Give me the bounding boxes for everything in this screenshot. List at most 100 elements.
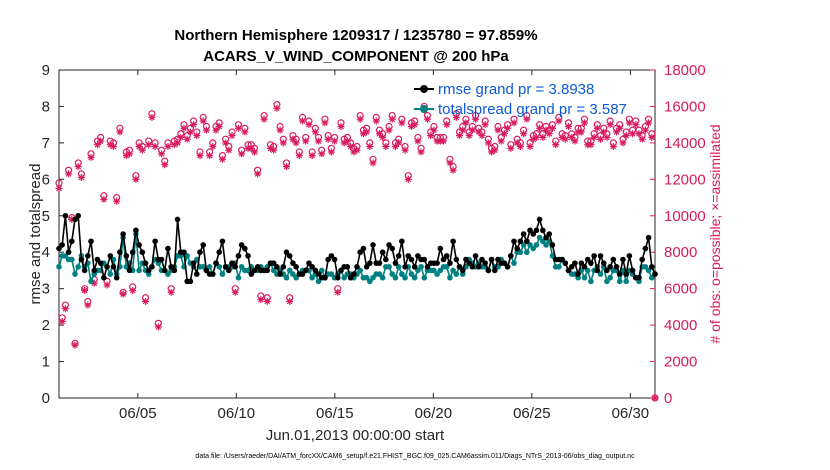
rmse-point <box>85 253 91 259</box>
totalspread-point <box>72 271 78 277</box>
rmse-point <box>527 227 533 234</box>
obs-assimilated-point <box>379 133 387 141</box>
obs-assimilated-point <box>446 159 454 167</box>
totalspread-point <box>270 267 277 274</box>
totalspread-point <box>238 264 245 270</box>
y-tick-label: 1 <box>42 354 50 371</box>
rmse-point <box>479 256 485 263</box>
totalspread-point <box>370 274 376 281</box>
rmse-point <box>540 227 546 234</box>
rmse-point <box>572 260 578 266</box>
obs-assimilated-point <box>606 121 614 129</box>
obs-assimilated-point <box>222 139 230 147</box>
obs-assimilated-point <box>622 132 630 140</box>
obs-assimilated-point <box>196 152 204 160</box>
obs-assimilated-point <box>555 117 563 125</box>
rmse-point <box>280 264 287 270</box>
totalspread-point <box>443 264 450 270</box>
obs-assimilated-point <box>337 122 345 130</box>
obs-assimilated-point <box>299 117 307 125</box>
rmse-point <box>248 271 255 277</box>
rmse-point <box>402 264 408 270</box>
obs-assimilated-point <box>456 132 464 140</box>
rmse-point <box>325 256 331 263</box>
rmse-point <box>642 245 649 252</box>
obs-assimilated-point <box>600 128 608 136</box>
obs-assimilated-point <box>234 124 242 132</box>
chart-title: Northern Hemisphere 1209317 / 1235780 = … <box>174 27 537 44</box>
chart-subtitle: ACARS_V_WIND_COMPONENT @ 200 hPa <box>203 48 509 65</box>
rmse-point <box>286 253 293 259</box>
rmse-point <box>344 264 351 270</box>
obs-assimilated-point <box>190 121 198 129</box>
obs-assimilated-point <box>148 113 156 121</box>
totalspread-point <box>341 274 347 281</box>
totalspread-point <box>56 264 62 270</box>
legend: rmse grand pr = 3.8938 totalspread grand… <box>414 81 627 118</box>
obs-assimilated-point <box>206 152 214 160</box>
rmse-point <box>562 260 569 266</box>
obs-assimilated-point <box>603 133 611 141</box>
obs-assimilated-point <box>302 137 310 145</box>
obs-assimilated-point <box>372 117 380 125</box>
rmse-point <box>312 267 319 274</box>
obs-assimilated-point <box>648 133 656 141</box>
obs-assimilated-point <box>523 115 531 123</box>
y-axis-left: 0 1 2 3 4 5 6 7 8 9 <box>42 62 64 407</box>
rmse-point <box>607 264 613 270</box>
obs-assimilated-point <box>113 197 121 205</box>
totalspread-point <box>315 278 322 285</box>
rmse-point <box>437 245 444 252</box>
rmse-point <box>235 253 242 259</box>
totalspread-point <box>136 267 142 274</box>
totalspread-point <box>386 264 392 270</box>
obs-assimilated-point <box>158 150 166 158</box>
totalspread-point <box>408 271 415 277</box>
totalspread-point <box>437 267 444 274</box>
totalspread-point <box>520 242 527 248</box>
obs-assimilated-point <box>132 175 140 183</box>
obs-assimilated-point <box>459 126 467 134</box>
rmse-point <box>117 249 123 256</box>
rmse-point <box>101 274 107 281</box>
rmse-point <box>193 271 200 277</box>
y-tick-label: 0 <box>42 390 50 407</box>
obs-assimilated-point <box>478 132 486 140</box>
obs-assimilated-point <box>218 155 226 163</box>
rmse-point <box>639 256 645 263</box>
rmse-point <box>78 256 85 263</box>
obs-assimilated-point <box>564 122 572 130</box>
rmse-point <box>293 264 299 270</box>
totalspread-point <box>69 256 75 263</box>
obs-assimilated-point <box>334 288 342 296</box>
rmse-point <box>508 253 514 259</box>
obs-assimilated-point <box>401 146 409 154</box>
totalspread-point <box>62 253 69 259</box>
rmse-point <box>575 271 581 277</box>
rmse-point <box>136 242 142 248</box>
obs-assimilated-point <box>215 122 223 130</box>
obs-assimilated-point <box>629 130 637 138</box>
rmse-point <box>190 260 197 266</box>
rmse-point <box>559 256 565 263</box>
rmse-point <box>514 245 521 252</box>
y-tick-label: 3 <box>42 281 50 298</box>
rmse-point <box>328 253 335 259</box>
obs-assimilated-point <box>138 146 146 154</box>
x-tick-label: 06/05 <box>119 405 157 422</box>
rmse-point <box>511 238 517 245</box>
obs-assimilated-point <box>561 135 569 143</box>
rmse-point <box>126 267 133 274</box>
rmse-point <box>568 264 575 270</box>
obs-assimilated-point <box>142 297 150 305</box>
obs-assimilated-point <box>250 148 258 156</box>
obs-assimilated-point <box>151 143 159 151</box>
x-tick-label: 06/25 <box>513 405 551 422</box>
obs-assimilated-point <box>491 146 499 154</box>
totalspread-point <box>604 278 610 285</box>
totalspread-point <box>389 271 396 277</box>
rmse-point <box>219 238 226 245</box>
rmse-point <box>254 264 261 270</box>
rmse-point <box>306 260 312 266</box>
obs-assimilated-point <box>340 139 348 147</box>
